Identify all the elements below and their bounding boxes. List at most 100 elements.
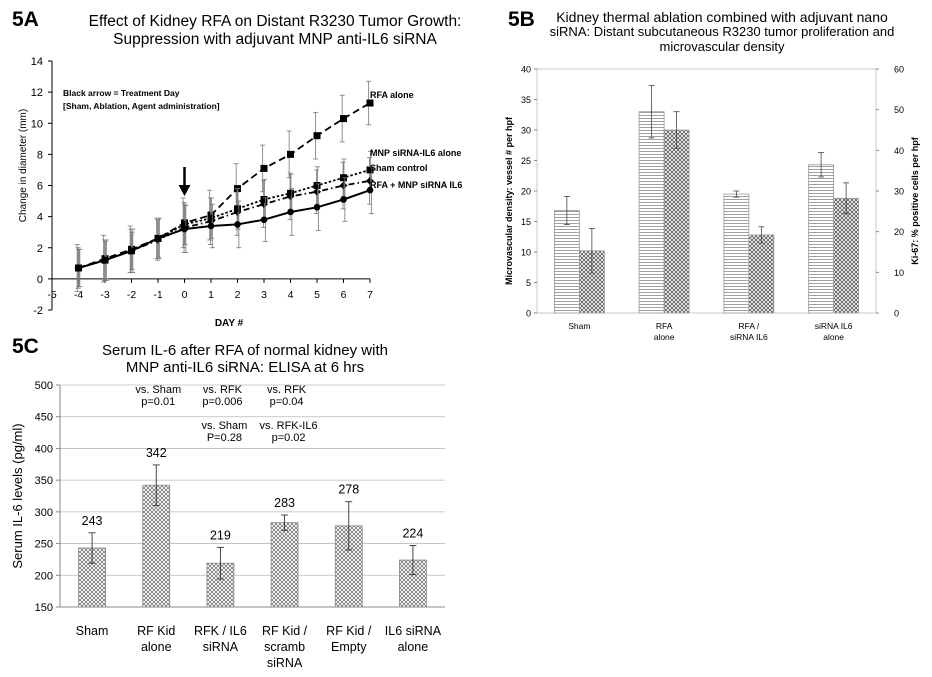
data-point <box>366 176 374 185</box>
stat-annotation: P=0.28 <box>207 432 242 444</box>
y-tick-label: 300 <box>35 507 53 519</box>
category-label: alone <box>398 640 429 654</box>
data-point <box>366 99 374 107</box>
stat-annotation: vs. Sham <box>201 420 247 432</box>
data-point <box>207 214 215 222</box>
data-point <box>340 196 347 203</box>
stat-annotation: vs. Sham <box>135 384 181 396</box>
bar <box>553 210 580 314</box>
category-label: Empty <box>331 640 367 654</box>
data-label: 278 <box>338 483 359 497</box>
data-point <box>340 115 347 123</box>
series-line <box>78 102 371 269</box>
data-point <box>260 216 268 224</box>
y-tick-label: 10 <box>31 118 43 130</box>
category-label: alone <box>823 332 844 342</box>
panel-label-5a: 5A <box>12 8 39 31</box>
data-label: 243 <box>82 514 103 528</box>
y-tick-label: 250 <box>35 539 53 551</box>
x-tick-label: 4 <box>288 289 294 301</box>
chart-5c-bar-chart: 150 200 250 300 350 400 450 500 Serum IL-6 level… <box>10 380 445 670</box>
category-label: IL6 siRNA <box>385 624 442 638</box>
x-axis-title: DAY # <box>215 318 244 329</box>
y-tick-label: 400 <box>35 443 53 455</box>
data-point <box>313 187 321 196</box>
chart-c-title-line-1: Serum IL-6 after RFA of normal kidney wi… <box>102 342 388 359</box>
y-tick-label: 30 <box>521 126 531 136</box>
annotation-text: [Sham, Ablation, Agent administration] <box>63 101 220 111</box>
data-point <box>101 256 109 264</box>
chart-b-title-line-3: microvascular density <box>659 39 785 55</box>
chart-a-subtitle: Suppression with adjuvant MNP anti-IL6 s… <box>113 30 437 48</box>
data-point <box>313 203 321 211</box>
bar <box>808 164 835 314</box>
stat-annotation: vs. RFK <box>203 384 243 396</box>
data-label: 224 <box>402 526 423 540</box>
y-tick-label: 0 <box>37 274 43 286</box>
data-point <box>287 150 294 158</box>
category-label: RF Kid <box>137 624 175 638</box>
panel-label-5c: 5C <box>12 335 39 358</box>
category-label: siRNA <box>267 656 303 670</box>
data-point <box>313 132 321 140</box>
series-label: RFA + MNP siRNA IL6 <box>370 180 462 190</box>
stat-annotation: p=0.006 <box>202 396 242 408</box>
x-tick-label: -3 <box>100 289 109 301</box>
category-label: siRNA IL6 <box>730 332 768 342</box>
y-tick-label: 14 <box>31 56 43 68</box>
data-point <box>313 182 321 189</box>
y-tick-label: 35 <box>521 95 531 105</box>
stat-annotation: p=0.02 <box>272 432 306 444</box>
stat-annotation: p=0.01 <box>141 396 175 408</box>
annotation-text: Black arrow = Treatment Day <box>63 88 180 98</box>
y-tick-label: 2 <box>37 243 43 255</box>
data-label: 283 <box>274 496 295 510</box>
category-label: Sham <box>568 321 590 331</box>
y-axis-title: Microvascular density: vessel # per hpf <box>504 116 514 285</box>
y-tick-label: 0 <box>526 309 531 319</box>
data-point <box>207 222 215 230</box>
category-label: scramb <box>264 640 305 654</box>
category-label: siRNA IL6 <box>815 321 853 331</box>
bar <box>723 193 750 314</box>
chart-c-title-block: Serum IL-6 after RFA of normal kidney wi… <box>40 342 450 377</box>
y-tick-label: 4 <box>37 212 43 224</box>
stat-annotation: vs. RFK-IL6 <box>260 420 318 432</box>
data-point <box>75 264 82 272</box>
x-tick-label: -5 <box>47 289 56 301</box>
y-tick-label: 10 <box>521 248 531 258</box>
x-tick-label: 3 <box>261 289 267 301</box>
bar <box>833 197 860 314</box>
chart-a-title: Effect of Kidney RFA on Distant R3230 Tu… <box>88 13 462 30</box>
panel-label-5b: 5B <box>508 8 535 31</box>
data-point <box>234 221 241 228</box>
y-tick-label: 5 <box>526 278 531 288</box>
category-label: siRNA <box>203 640 239 654</box>
data-point <box>366 166 374 174</box>
y-axis-title: Change in diameter (mm) <box>18 109 29 222</box>
y2-tick-label: 0 <box>894 309 899 319</box>
treatment-arrow-head <box>178 185 191 196</box>
series-label: RFA alone <box>370 90 414 100</box>
y-tick-label: 25 <box>521 156 531 166</box>
data-point <box>260 164 268 172</box>
data-point <box>287 189 294 197</box>
category-label: RFA / <box>738 321 759 331</box>
y2-axis-title: Ki-67: % positive cells per hpf <box>910 136 920 265</box>
data-point <box>366 186 374 194</box>
y-tick-label: 40 <box>521 65 531 75</box>
y-tick-label: 150 <box>35 602 53 614</box>
bar <box>270 522 299 608</box>
data-point <box>154 235 162 242</box>
y2-tick-label: 40 <box>894 146 904 156</box>
x-tick-label: 6 <box>341 289 347 301</box>
y2-tick-label: 50 <box>894 105 904 115</box>
category-label: RF Kid / <box>326 624 372 638</box>
data-point <box>128 247 135 255</box>
data-point <box>181 225 188 233</box>
y-tick-label: 200 <box>35 570 53 582</box>
data-point <box>260 196 268 204</box>
category-label: Sham <box>76 624 109 638</box>
x-tick-label: 7 <box>367 289 373 301</box>
bar <box>638 111 665 314</box>
